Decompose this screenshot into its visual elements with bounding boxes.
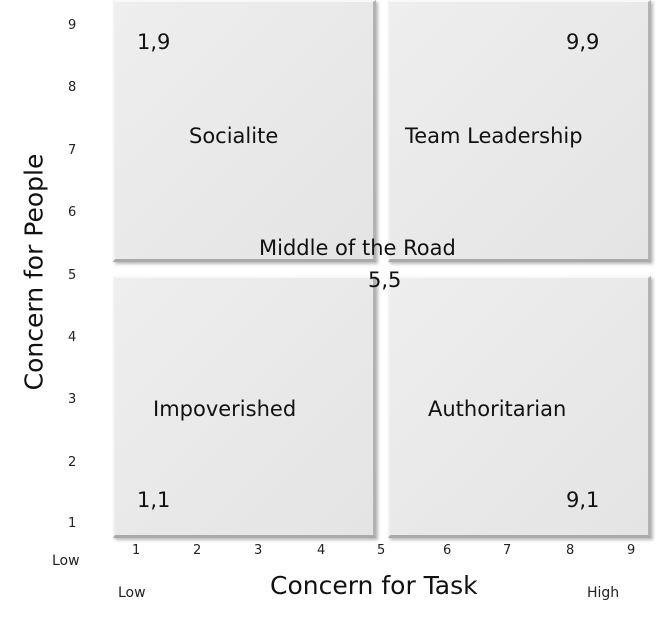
x-tick: 8 — [566, 543, 575, 558]
label-socialite: Socialite — [189, 124, 279, 148]
x-tick: 1 — [132, 543, 141, 558]
y-axis-low-label: Low — [52, 553, 80, 569]
quadrant-impoverished — [113, 276, 376, 538]
x-tick: 3 — [254, 543, 263, 558]
y-tick: 4 — [68, 330, 77, 345]
label-team-leadership: Team Leadership — [405, 124, 583, 148]
coord-bottom-right: 9,1 — [566, 488, 600, 512]
x-tick: 7 — [503, 543, 512, 558]
label-impoverished: Impoverished — [153, 397, 297, 421]
coord-bottom-left: 1,1 — [137, 488, 171, 512]
y-tick: 7 — [68, 143, 77, 158]
label-middle-of-the-road: Middle of the Road — [259, 236, 456, 260]
x-axis-title: Concern for Task — [270, 571, 478, 600]
x-axis-high-label: High — [587, 585, 620, 601]
y-tick: 6 — [68, 205, 77, 220]
x-tick: 5 — [377, 543, 386, 558]
y-tick: 9 — [68, 18, 77, 33]
x-tick: 6 — [443, 543, 452, 558]
y-tick: 1 — [68, 516, 77, 531]
y-tick: 2 — [68, 455, 77, 470]
x-axis-low-label: Low — [118, 585, 146, 601]
y-tick: 3 — [68, 392, 77, 407]
y-tick: 5 — [68, 268, 77, 283]
quadrant-socialite — [113, 0, 376, 262]
quadrant-team-leadership — [388, 0, 651, 262]
quadrant-authoritarian — [388, 276, 651, 538]
x-tick: 2 — [193, 543, 202, 558]
y-tick: 8 — [68, 80, 77, 95]
x-tick: 9 — [627, 543, 636, 558]
label-authoritarian: Authoritarian — [428, 397, 567, 421]
x-tick: 4 — [317, 543, 326, 558]
coord-center: 5,5 — [368, 268, 402, 292]
y-axis-title: Concern for People — [19, 153, 49, 391]
coord-top-left: 1,9 — [137, 30, 171, 54]
coord-top-right: 9,9 — [566, 30, 600, 54]
